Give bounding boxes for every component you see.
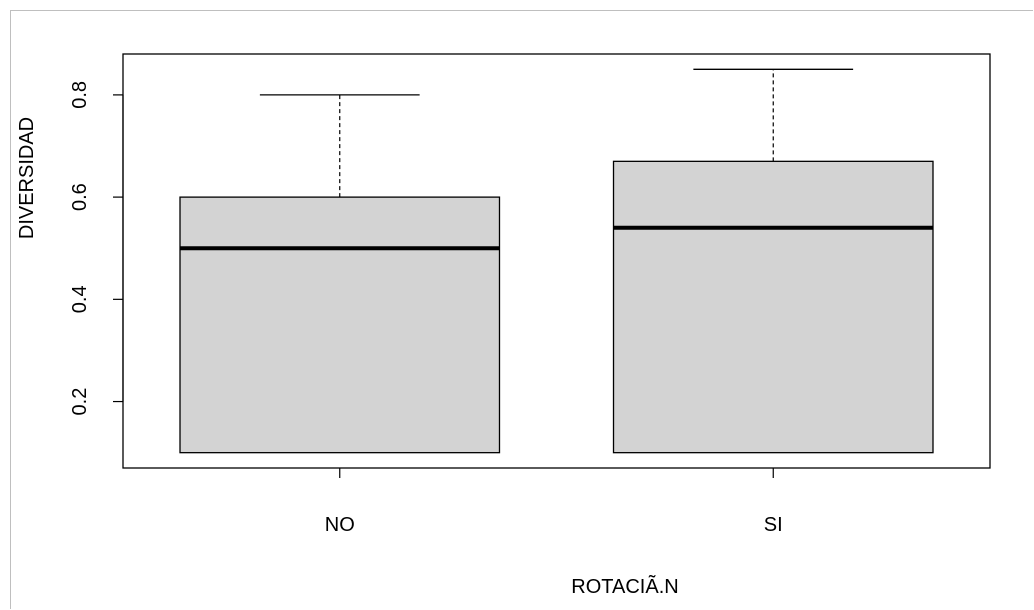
chart-marks [179, 68, 934, 454]
y-tick-label: 0.4 [69, 285, 91, 313]
y-tick-label: 0.2 [69, 388, 91, 416]
y-axis-title: DIVERSIDAD [16, 117, 38, 239]
x-tick-label: SI [764, 514, 783, 536]
x-axis-title: ROTACIÃ.N [571, 574, 678, 598]
y-axis: 0.2 0.4 0.6 0.8 [69, 81, 124, 416]
figure-frame [10, 10, 1033, 609]
box-iqr [612, 160, 934, 454]
x-axis: NO SI [325, 468, 783, 536]
y-tick-label: 0.8 [69, 81, 91, 109]
y-tick-label: 0.6 [69, 183, 91, 211]
x-tick-label: NO [325, 514, 355, 536]
box-si [612, 68, 934, 454]
box-iqr [179, 196, 501, 454]
box-no [179, 94, 501, 454]
